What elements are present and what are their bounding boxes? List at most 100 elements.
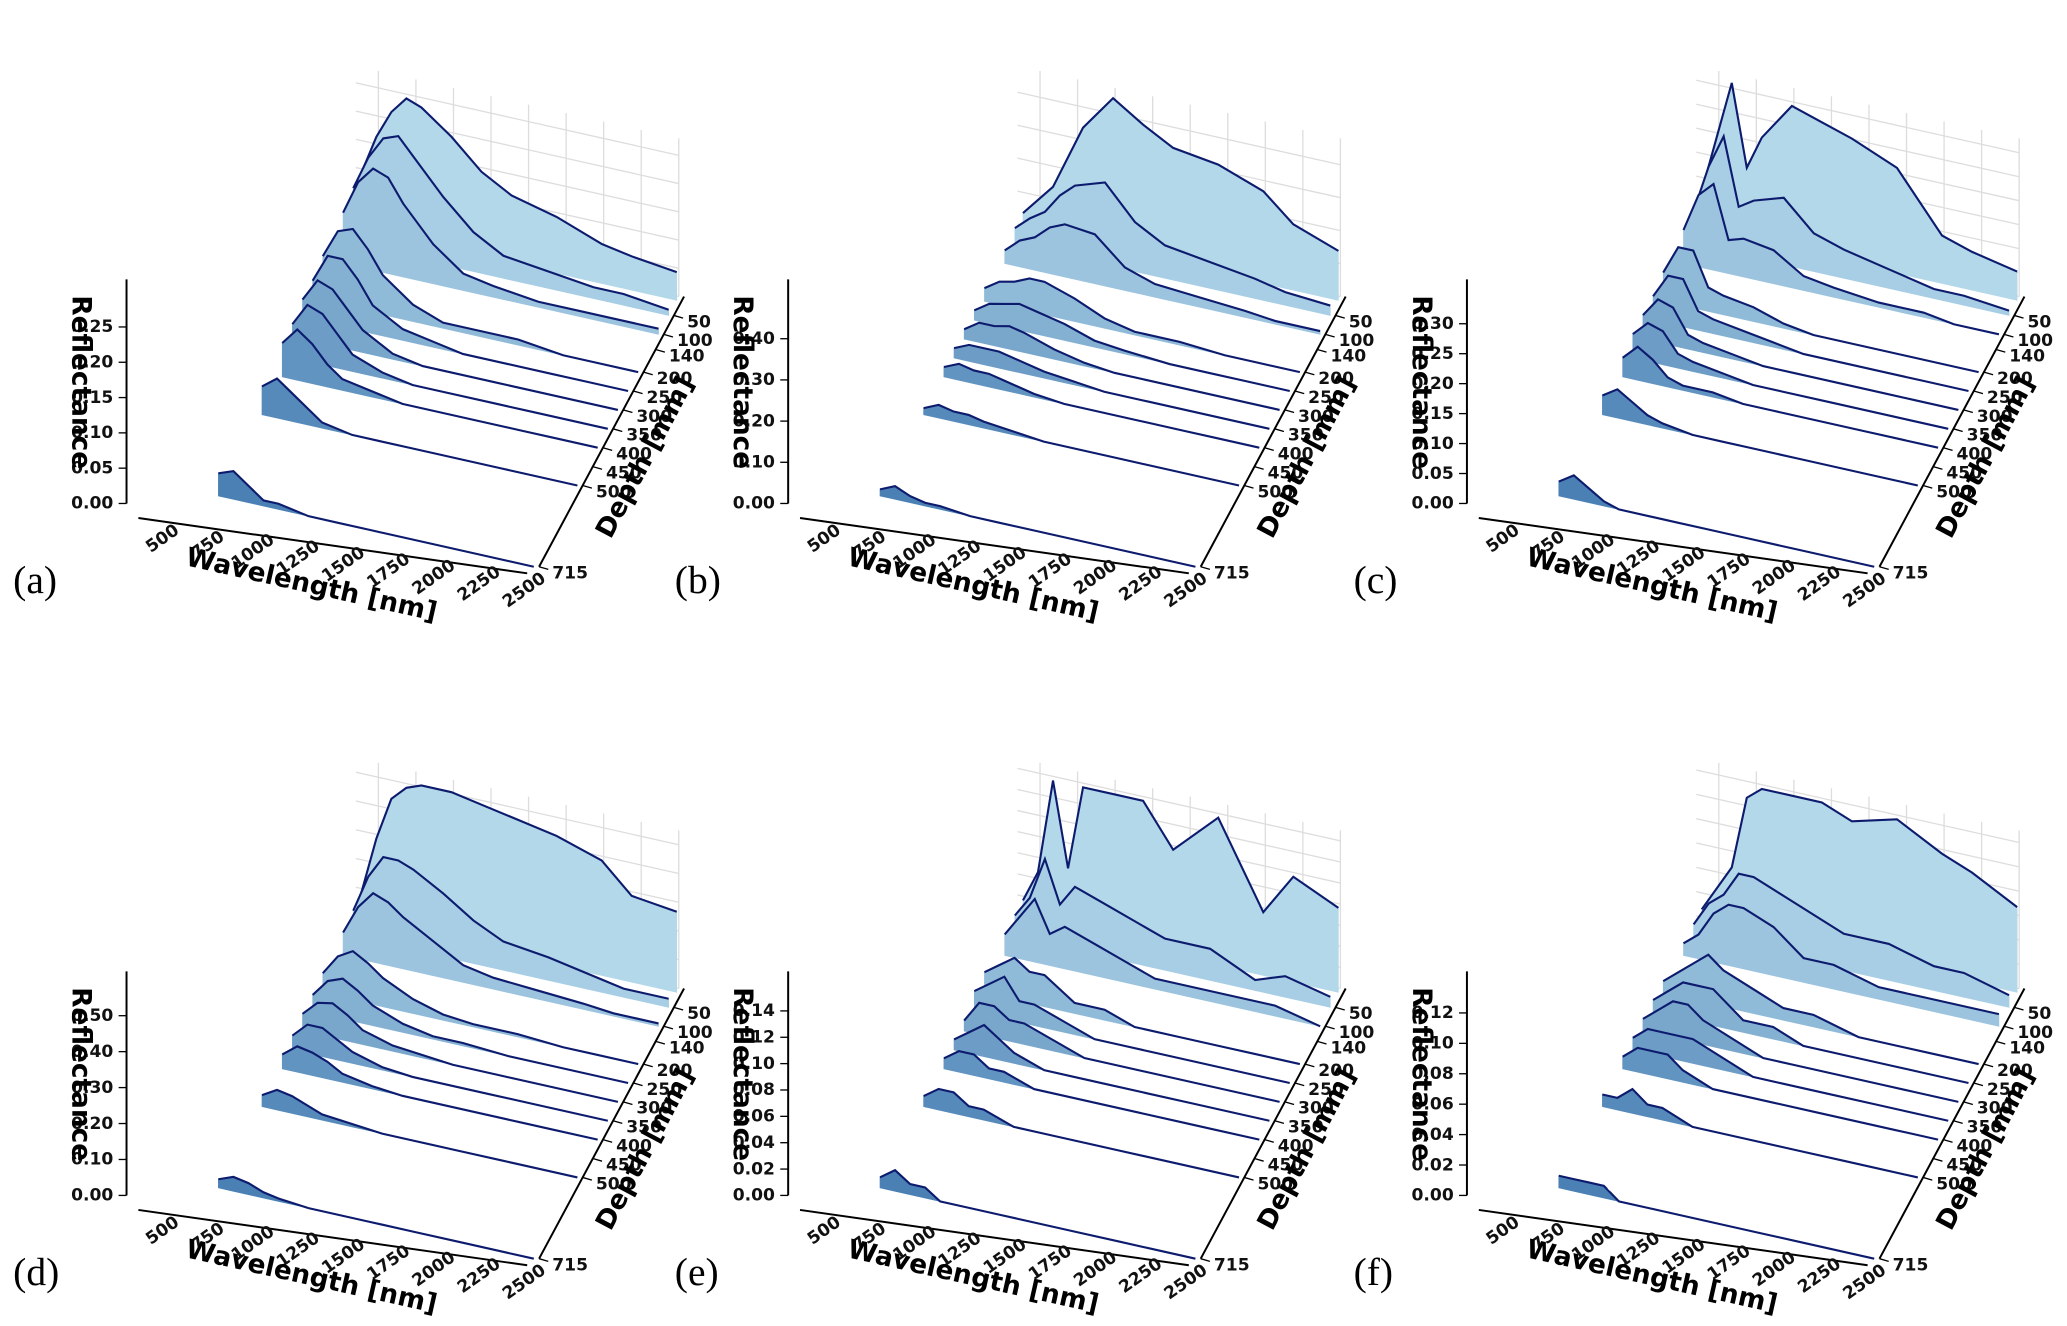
z-tick bbox=[623, 409, 633, 414]
z-axis bbox=[1199, 988, 1347, 1260]
surface-band bbox=[1602, 388, 1918, 486]
y-tick-label: 0.20 bbox=[733, 411, 775, 431]
y-axis-title: Reflectance bbox=[65, 295, 95, 469]
z-tick bbox=[2014, 1006, 2024, 1011]
spectrum-line bbox=[1662, 245, 1979, 374]
panel-label: (b) bbox=[675, 558, 721, 602]
y-tick-label: 0.40 bbox=[733, 329, 775, 349]
z-tick bbox=[1294, 390, 1305, 395]
z-tick-label: 250 bbox=[1987, 1080, 2023, 1100]
z-tick-label: 300 bbox=[636, 407, 672, 427]
z-tick-label: 200 bbox=[1997, 369, 2033, 389]
z-tick-label: 200 bbox=[1318, 369, 1354, 389]
z-tick-label: 500 bbox=[1257, 1174, 1293, 1194]
z-tick bbox=[1973, 1082, 1984, 1087]
z-tick bbox=[1995, 348, 2006, 353]
surface-band bbox=[923, 1088, 1240, 1178]
spectrum-line bbox=[1682, 903, 2000, 1016]
z-axis bbox=[1878, 296, 2026, 568]
z-tick bbox=[538, 1258, 549, 1262]
z-tick bbox=[1995, 1040, 2006, 1045]
z-tick bbox=[643, 371, 653, 376]
z-tick-label: 140 bbox=[2009, 346, 2045, 366]
z-tick bbox=[2014, 314, 2024, 319]
z-tick-label: 715 bbox=[1214, 564, 1250, 584]
y-tick-label: 0.12 bbox=[1411, 1003, 1453, 1023]
z-tick-label: 200 bbox=[1997, 1061, 2033, 1081]
z-tick bbox=[2003, 1025, 2014, 1030]
x-axis bbox=[138, 516, 528, 575]
y-tick-label: 0.10 bbox=[71, 1150, 113, 1170]
z-axis-title: Depth [mm] bbox=[1931, 1064, 2041, 1235]
x-tick-label: 500 bbox=[804, 520, 845, 557]
z-tick bbox=[602, 1139, 613, 1143]
z-tick bbox=[1254, 465, 1264, 470]
z-tick bbox=[1335, 1006, 1345, 1011]
z-tick bbox=[643, 1063, 653, 1068]
y-tick-label: 0.05 bbox=[71, 458, 113, 478]
z-tick-label: 200 bbox=[1318, 1061, 1354, 1081]
spectrum-line bbox=[953, 1023, 1270, 1122]
z-tick bbox=[1200, 1258, 1211, 1262]
spectrum-line bbox=[261, 377, 578, 487]
spectrum-line bbox=[1601, 388, 1919, 487]
x-tick-label: 2500 bbox=[1161, 1260, 1212, 1304]
grid-line bbox=[1017, 767, 1341, 842]
y-tick-label: 0.30 bbox=[733, 370, 775, 390]
spectrum-line bbox=[1682, 182, 2000, 336]
z-tick bbox=[1933, 1157, 1943, 1162]
z-tick bbox=[1317, 348, 1327, 353]
spectrum-line bbox=[1558, 474, 1875, 568]
z-tick bbox=[1274, 1120, 1285, 1125]
spectrum-line bbox=[301, 278, 619, 411]
z-tick-label: 50 bbox=[687, 1004, 711, 1024]
y-tick-label: 0.00 bbox=[1411, 1186, 1453, 1206]
z-tick-label: 350 bbox=[626, 426, 662, 446]
spectrum-line bbox=[973, 302, 1290, 393]
panel-label: (c) bbox=[1354, 558, 1398, 602]
spectrum-line bbox=[360, 784, 678, 913]
z-tick-label: 140 bbox=[2009, 1038, 2045, 1058]
y-tick-label: 0.08 bbox=[1411, 1064, 1453, 1084]
z-tick bbox=[1943, 447, 1953, 451]
spectrum-line bbox=[1622, 345, 1939, 449]
z-tick bbox=[633, 390, 643, 395]
x-tick-label: 500 bbox=[142, 1212, 183, 1249]
y-tick-label: 0.02 bbox=[733, 1159, 775, 1179]
z-tick bbox=[663, 333, 674, 338]
spectrum-line bbox=[1700, 82, 2018, 273]
y-tick-label: 0.20 bbox=[71, 1114, 113, 1134]
z-tick bbox=[655, 348, 666, 353]
y-tick-label: 0.15 bbox=[1411, 404, 1453, 424]
z-tick bbox=[1879, 566, 1889, 571]
z-tick bbox=[1953, 428, 1963, 433]
z-tick bbox=[1943, 1139, 1953, 1143]
z-axis bbox=[1199, 296, 1347, 568]
z-tick-label: 100 bbox=[677, 1023, 713, 1043]
z-tick-label: 400 bbox=[616, 445, 652, 465]
z-tick bbox=[1335, 314, 1345, 319]
z-tick-label: 400 bbox=[1957, 445, 1993, 465]
y-tick-label: 0.10 bbox=[1411, 434, 1453, 454]
z-tick-label: 500 bbox=[596, 1174, 632, 1194]
z-tick bbox=[1983, 371, 1994, 376]
z-axis-title: Depth [mm] bbox=[1931, 372, 2041, 543]
spectrum-line bbox=[1004, 223, 1321, 333]
z-tick-label: 300 bbox=[1298, 407, 1334, 427]
y-axis-title: Reflectance bbox=[1406, 987, 1436, 1161]
spectrum-line bbox=[352, 855, 669, 1000]
grid-line bbox=[1696, 79, 2020, 154]
y-axis-title: Reflectance bbox=[1406, 295, 1436, 469]
z-tick-label: 400 bbox=[1957, 1137, 1993, 1157]
z-tick-label: 400 bbox=[616, 1137, 652, 1157]
y-tick-label: 0.00 bbox=[733, 1186, 775, 1206]
z-tick-label: 50 bbox=[687, 312, 711, 332]
z-tick-label: 300 bbox=[1298, 1099, 1334, 1119]
spectrum-line bbox=[281, 1045, 598, 1141]
spectrum-line bbox=[943, 1050, 1260, 1141]
z-tick bbox=[655, 1040, 666, 1045]
